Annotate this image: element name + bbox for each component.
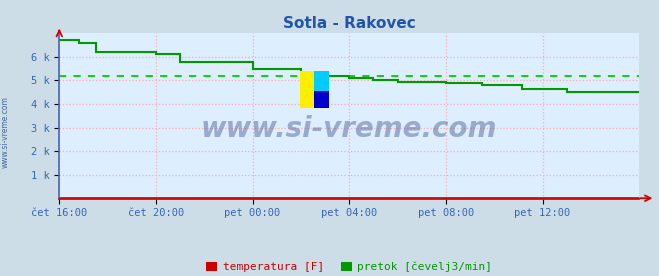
Legend: temperatura [F], pretok [čevelj3/min]: temperatura [F], pretok [čevelj3/min] (202, 257, 497, 276)
Bar (300, 71, 314, 108)
Text: www.si-vreme.com: www.si-vreme.com (1, 97, 10, 168)
Text: www.si-vreme.com: www.si-vreme.com (201, 115, 498, 143)
Bar (314, 91, 329, 108)
Bar (314, 71, 329, 91)
Title: Sotla - Rakovec: Sotla - Rakovec (283, 15, 416, 31)
